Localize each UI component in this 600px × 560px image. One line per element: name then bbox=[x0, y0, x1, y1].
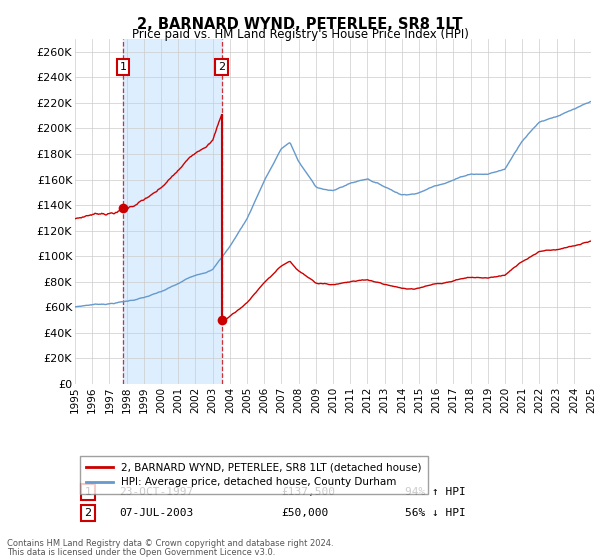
Text: £137,500: £137,500 bbox=[281, 487, 335, 497]
Text: 94% ↑ HPI: 94% ↑ HPI bbox=[405, 487, 466, 497]
Text: 23-OCT-1997: 23-OCT-1997 bbox=[119, 487, 193, 497]
Text: 2: 2 bbox=[85, 508, 91, 518]
Text: 1: 1 bbox=[85, 487, 91, 497]
Text: £50,000: £50,000 bbox=[281, 508, 329, 518]
Text: Price paid vs. HM Land Registry's House Price Index (HPI): Price paid vs. HM Land Registry's House … bbox=[131, 28, 469, 41]
Text: Contains HM Land Registry data © Crown copyright and database right 2024.: Contains HM Land Registry data © Crown c… bbox=[7, 539, 334, 548]
Text: 07-JUL-2003: 07-JUL-2003 bbox=[119, 508, 193, 518]
Text: 1: 1 bbox=[119, 62, 127, 72]
Legend: 2, BARNARD WYND, PETERLEE, SR8 1LT (detached house), HPI: Average price, detache: 2, BARNARD WYND, PETERLEE, SR8 1LT (deta… bbox=[80, 456, 428, 494]
Text: 56% ↓ HPI: 56% ↓ HPI bbox=[405, 508, 466, 518]
Bar bbox=[123, 39, 222, 384]
Text: 2: 2 bbox=[218, 62, 225, 72]
Text: This data is licensed under the Open Government Licence v3.0.: This data is licensed under the Open Gov… bbox=[7, 548, 275, 557]
Text: 2, BARNARD WYND, PETERLEE, SR8 1LT: 2, BARNARD WYND, PETERLEE, SR8 1LT bbox=[137, 17, 463, 32]
